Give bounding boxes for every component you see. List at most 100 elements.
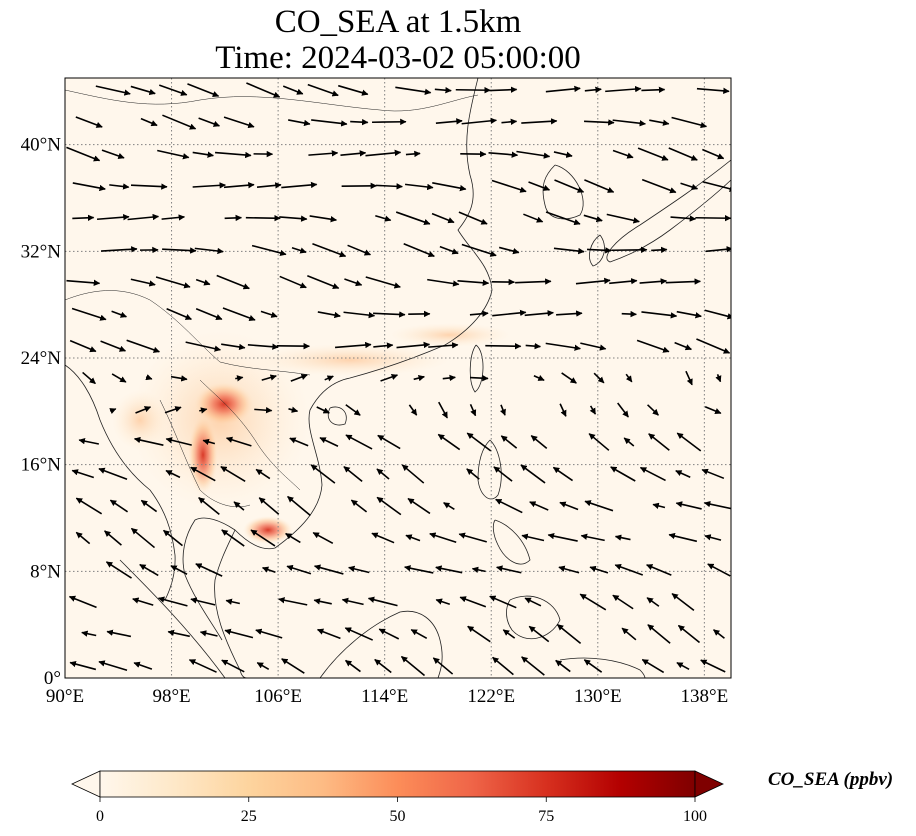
wind-arrow xyxy=(676,432,702,452)
coast-korea xyxy=(542,164,584,220)
wind-arrow xyxy=(438,401,448,419)
wind-arrow xyxy=(130,527,156,549)
wind-arrow xyxy=(233,501,245,511)
wind-arrow xyxy=(432,657,454,675)
wind-arrow xyxy=(621,627,637,641)
wind-arrow xyxy=(158,84,188,96)
wind-arrow xyxy=(670,215,697,222)
wind-arrow xyxy=(185,341,221,352)
wind-arrow xyxy=(281,181,318,189)
wind-arrow xyxy=(221,529,245,547)
wind-arrow xyxy=(401,464,425,484)
wind-arrow xyxy=(127,213,160,221)
wind-arrow xyxy=(675,470,691,478)
lat-tick-label: 16°N xyxy=(21,455,62,476)
coast-hainan xyxy=(327,406,347,426)
wind-arrow xyxy=(704,309,731,320)
coast-japan-honshu xyxy=(606,159,731,263)
wind-arrow xyxy=(467,625,491,643)
wind-arrow xyxy=(493,466,513,482)
wind-arrow xyxy=(649,119,670,126)
plume-laos xyxy=(194,382,254,426)
wind-arrow xyxy=(455,86,491,94)
wind-arrow xyxy=(639,278,668,285)
plume-taiwan xyxy=(390,323,510,347)
wind-arrow xyxy=(553,247,585,255)
wind-arrow xyxy=(639,466,666,482)
wind-arrow xyxy=(530,434,548,450)
wind-arrow xyxy=(545,342,581,351)
wind-arrow xyxy=(75,531,91,545)
wind-arrow xyxy=(133,436,164,446)
wind-arrow xyxy=(405,150,421,158)
wind-arrow xyxy=(609,278,638,285)
wind-arrow xyxy=(685,370,693,386)
wind-arrow xyxy=(374,658,392,674)
wind-arrow xyxy=(499,404,506,416)
wind-arrow xyxy=(365,149,402,157)
colorbar-tick-label: 0 xyxy=(96,808,104,825)
wind-arrow xyxy=(130,183,168,190)
wind-arrow xyxy=(170,375,188,382)
wind-arrow xyxy=(702,180,731,192)
wind-arrow xyxy=(225,436,252,447)
wind-arrow xyxy=(286,564,312,575)
wind-vectors xyxy=(66,82,731,677)
wind-arrow xyxy=(529,501,549,511)
wind-arrow xyxy=(545,85,581,93)
wind-arrow xyxy=(223,181,255,189)
wind-arrow xyxy=(247,343,279,350)
wind-arrow xyxy=(345,404,361,416)
wind-arrow xyxy=(675,501,702,510)
colorbar-extend-high xyxy=(694,770,724,798)
wind-arrow xyxy=(225,598,240,605)
wind-arrow xyxy=(224,628,254,639)
wind-arrow xyxy=(593,372,605,384)
wind-arrow xyxy=(140,499,158,513)
wind-arrow xyxy=(584,119,615,126)
wind-arrow xyxy=(498,246,520,255)
lon-tick-label: 98°E xyxy=(152,686,190,707)
wind-arrow xyxy=(580,533,605,542)
wind-arrow xyxy=(254,407,273,414)
wind-arrow xyxy=(255,468,271,480)
wind-arrow xyxy=(614,563,644,576)
wind-arrow xyxy=(334,341,372,349)
wind-arrow xyxy=(552,466,574,482)
wind-arrow xyxy=(561,372,577,384)
wind-arrow xyxy=(345,659,361,673)
wind-arrow xyxy=(461,117,497,125)
wind-arrow xyxy=(495,498,523,514)
wind-arrow xyxy=(701,468,725,480)
wind-arrow xyxy=(665,278,701,285)
lon-tick-label: 122°E xyxy=(467,686,515,707)
coast-newguinea xyxy=(559,657,646,678)
wind-arrow xyxy=(555,659,571,673)
wind-arrow xyxy=(646,564,672,576)
wind-arrow xyxy=(704,534,722,541)
wind-arrow xyxy=(135,406,152,414)
wind-arrow xyxy=(132,597,154,606)
wind-arrow xyxy=(338,84,369,96)
wind-arrow xyxy=(75,497,103,515)
coast-sumatra xyxy=(119,559,226,678)
wind-arrow xyxy=(376,468,390,480)
plume-southchina xyxy=(250,344,450,376)
wind-arrow xyxy=(521,656,545,676)
wind-arrow xyxy=(319,437,339,447)
longitude-tick-labels: 90°E 98°E 106°E 114°E 122°E 130°E 138°E xyxy=(46,686,728,707)
wind-arrow xyxy=(198,496,220,516)
wind-arrow xyxy=(78,438,100,445)
wind-arrow xyxy=(162,247,197,254)
wind-arrow xyxy=(312,531,334,545)
coast-gulf-thailand xyxy=(182,517,236,641)
wind-arrow xyxy=(235,375,244,382)
wind-arrow xyxy=(72,182,106,192)
wind-arrow xyxy=(291,246,307,254)
colorbar-tick-label: 100 xyxy=(683,808,707,825)
wind-arrow xyxy=(515,278,552,285)
wind-arrow xyxy=(365,276,401,289)
wind-arrow xyxy=(66,279,101,287)
wind-arrow xyxy=(139,563,159,577)
